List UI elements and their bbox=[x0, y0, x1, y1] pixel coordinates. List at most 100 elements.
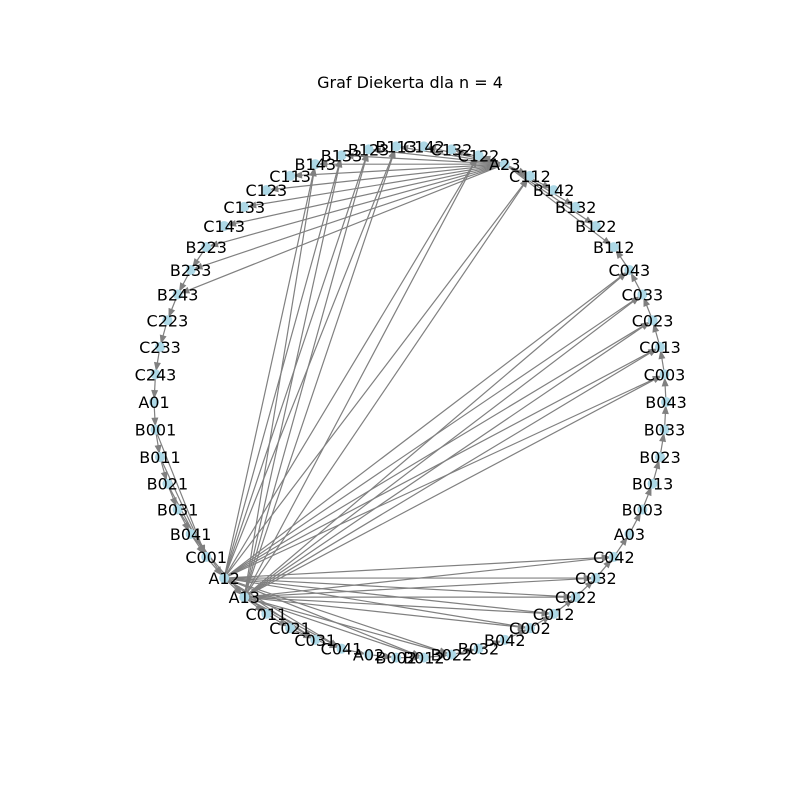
arrowhead-B032-B042 bbox=[492, 640, 502, 647]
edge-A13-C012 bbox=[244, 596, 554, 615]
node-B021 bbox=[162, 478, 173, 489]
node-B223 bbox=[201, 242, 212, 253]
edge-A13-C033 bbox=[243, 294, 643, 598]
node-B031 bbox=[172, 504, 183, 515]
node-B002 bbox=[391, 652, 402, 663]
node-B022 bbox=[446, 649, 457, 660]
edge-A12-C122 bbox=[223, 155, 480, 579]
node-label-C003: C003 bbox=[644, 365, 686, 384]
node-label-B001: B001 bbox=[135, 421, 177, 440]
nodes-layer bbox=[149, 141, 671, 663]
arrowhead-A13-C042 bbox=[601, 554, 611, 562]
node-A12 bbox=[219, 573, 230, 584]
node-C002 bbox=[524, 623, 535, 634]
arrowhead-A23-C113 bbox=[293, 171, 303, 179]
arrowhead-A13-B123 bbox=[362, 152, 369, 162]
edge-A12-C042 bbox=[224, 556, 614, 579]
arrowhead-B011-B021 bbox=[160, 471, 168, 481]
node-C023 bbox=[647, 315, 658, 326]
node-B042 bbox=[499, 634, 510, 645]
node-label-C243: C243 bbox=[135, 365, 177, 384]
node-C143 bbox=[219, 220, 230, 231]
edge-A23-C133 bbox=[244, 163, 505, 208]
arrowhead-C022-C032 bbox=[584, 580, 594, 589]
node-label-C013: C013 bbox=[639, 338, 681, 357]
arrowhead-A13-C023 bbox=[640, 321, 651, 330]
arrowhead-A13-C012 bbox=[541, 609, 551, 617]
node-label-C031: C031 bbox=[294, 631, 336, 650]
node-label-B012: B012 bbox=[403, 649, 445, 668]
arrowhead-A13-C032 bbox=[583, 575, 593, 583]
edge-A23-B223 bbox=[206, 163, 505, 248]
edge-A23-C113 bbox=[290, 163, 505, 177]
node-label-C223: C223 bbox=[147, 311, 189, 330]
edge-A23-B233 bbox=[190, 163, 505, 271]
node-label-C233: C233 bbox=[139, 338, 181, 357]
node-C013 bbox=[655, 341, 666, 352]
arrowhead-C013-C023 bbox=[652, 323, 660, 333]
edge-A13-C002 bbox=[244, 596, 530, 629]
arrowhead-C011-C021 bbox=[278, 618, 288, 627]
node-label-C132: C132 bbox=[431, 140, 473, 159]
node-label-C032: C032 bbox=[575, 569, 617, 588]
arrowhead-A13-C013 bbox=[647, 348, 658, 357]
node-label-B032: B032 bbox=[458, 640, 500, 659]
edge-A12-B143 bbox=[223, 164, 316, 579]
arrowhead-B023-B033 bbox=[659, 432, 667, 443]
edge-A23-C143 bbox=[224, 163, 505, 227]
node-label-B122: B122 bbox=[575, 217, 617, 236]
node-label-B031: B031 bbox=[157, 500, 199, 519]
edge-A12-C112 bbox=[223, 175, 531, 579]
node-B013 bbox=[647, 478, 658, 489]
arrowhead-B041-A13 bbox=[233, 585, 243, 595]
arrowhead-B022-B032 bbox=[466, 647, 476, 655]
arrowhead-A13-B133 bbox=[335, 158, 343, 168]
node-C122 bbox=[473, 150, 484, 161]
edge-A12-B022 bbox=[223, 577, 452, 656]
arrowhead-C243-A01 bbox=[151, 389, 159, 400]
arrowhead-A03-B003 bbox=[633, 512, 641, 522]
node-A02 bbox=[363, 649, 374, 660]
edge-A13-B123 bbox=[243, 149, 370, 598]
node-label-B042: B042 bbox=[484, 631, 526, 650]
arrowhead-A23-B132 bbox=[563, 197, 574, 206]
node-label-B033: B033 bbox=[644, 421, 686, 440]
node-C142 bbox=[418, 141, 429, 152]
node-label-B123: B123 bbox=[348, 140, 390, 159]
node-B003 bbox=[637, 504, 648, 515]
labels-layer: A01B001B011B021B031B041C001A12A13C011C02… bbox=[135, 137, 687, 667]
node-label-C133: C133 bbox=[223, 198, 265, 217]
edge-A23-B123 bbox=[368, 148, 505, 165]
node-A13 bbox=[239, 592, 250, 603]
arrowhead-B033-B043 bbox=[661, 404, 669, 415]
node-C032 bbox=[590, 573, 601, 584]
node-A01 bbox=[149, 397, 159, 407]
node-label-C001: C001 bbox=[185, 548, 227, 567]
arrowhead-B233-B243 bbox=[179, 282, 187, 292]
edge-A13-C122 bbox=[243, 155, 480, 598]
node-label-C142: C142 bbox=[403, 137, 445, 156]
node-label-C113: C113 bbox=[269, 167, 311, 186]
node-label-A12: A12 bbox=[208, 569, 239, 588]
node-label-B003: B003 bbox=[622, 500, 664, 519]
node-label-B043: B043 bbox=[645, 393, 687, 412]
arrowhead-A13-C003 bbox=[652, 375, 662, 384]
node-label-C011: C011 bbox=[245, 605, 287, 624]
edge-A12-B012 bbox=[223, 577, 425, 659]
node-label-B011: B011 bbox=[139, 448, 181, 467]
arrowhead-A23-B133 bbox=[344, 152, 354, 160]
node-C113 bbox=[285, 170, 296, 181]
arrowhead-A23-B143 bbox=[318, 160, 328, 168]
node-C001 bbox=[201, 551, 212, 562]
edge-A13-B022 bbox=[244, 596, 452, 656]
node-B142 bbox=[548, 185, 559, 196]
node-label-B132: B132 bbox=[555, 198, 597, 217]
node-label-B142: B142 bbox=[533, 181, 575, 200]
arrowhead-A23-B142 bbox=[541, 181, 552, 189]
edge-A12-C022 bbox=[224, 577, 576, 598]
node-C042 bbox=[608, 551, 619, 562]
arrowhead-C032-C042 bbox=[603, 559, 612, 569]
arrowhead-C223-C233 bbox=[159, 334, 167, 345]
edge-A13-B012 bbox=[244, 596, 425, 659]
